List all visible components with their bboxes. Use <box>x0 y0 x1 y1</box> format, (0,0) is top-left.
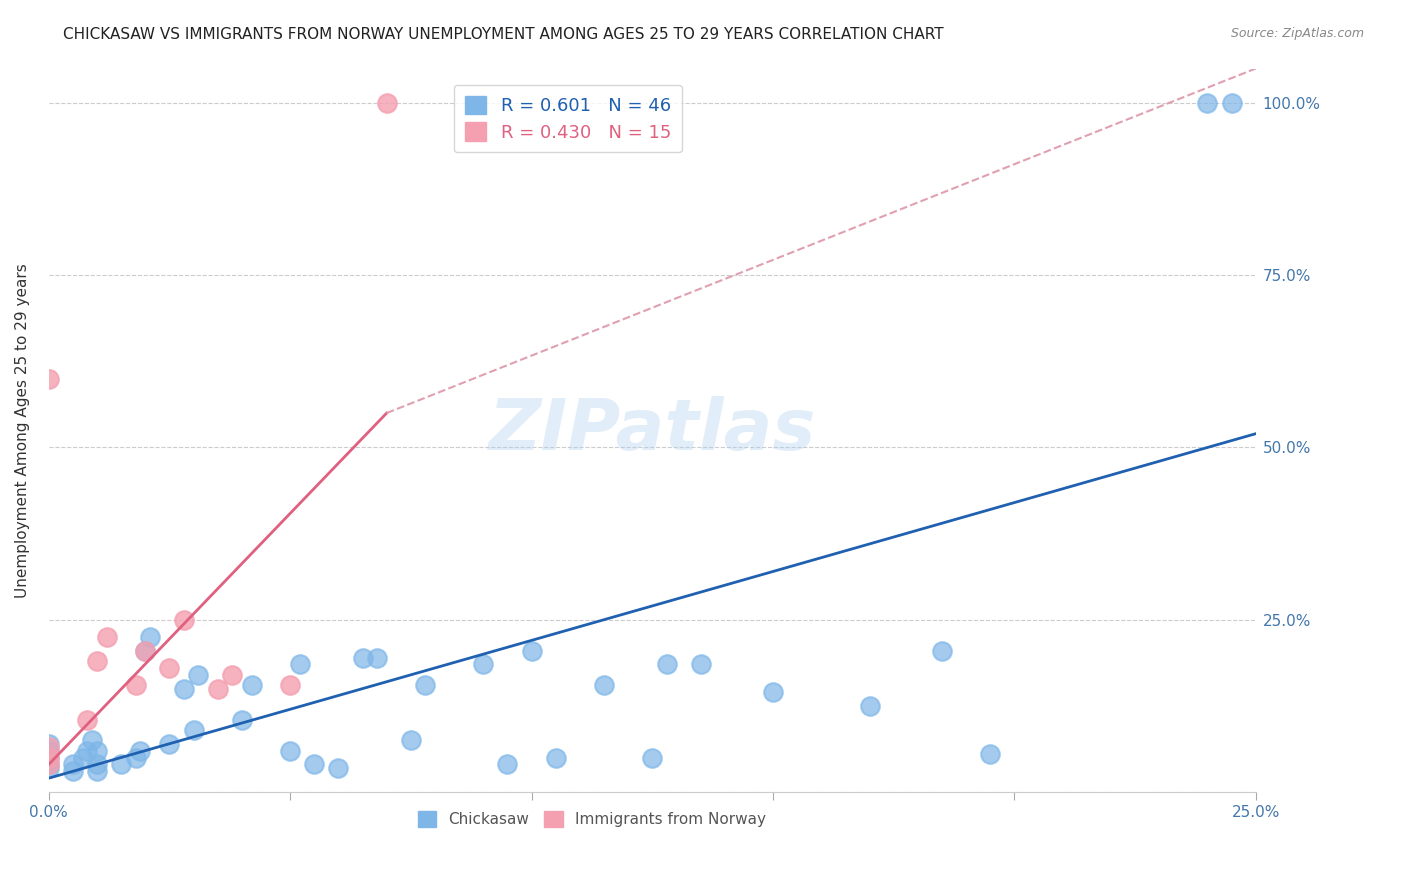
Chickasaw <box>415 678 437 692</box>
Immigrants from Norway <box>159 661 181 675</box>
Chickasaw <box>62 764 84 779</box>
Immigrants from Norway <box>134 644 156 658</box>
Chickasaw <box>858 698 880 713</box>
Chickasaw <box>110 757 132 772</box>
Immigrants from Norway <box>86 654 108 668</box>
Chickasaw <box>86 757 108 772</box>
Chickasaw <box>231 713 253 727</box>
Immigrants from Norway <box>38 757 60 772</box>
Y-axis label: Unemployment Among Ages 25 to 29 years: Unemployment Among Ages 25 to 29 years <box>15 263 30 598</box>
Immigrants from Norway <box>124 678 146 692</box>
Text: CHICKASAW VS IMMIGRANTS FROM NORWAY UNEMPLOYMENT AMONG AGES 25 TO 29 YEARS CORRE: CHICKASAW VS IMMIGRANTS FROM NORWAY UNEM… <box>63 27 943 42</box>
Chickasaw <box>655 657 678 672</box>
Chickasaw <box>173 681 195 696</box>
Immigrants from Norway <box>173 613 195 627</box>
Chickasaw <box>62 757 84 772</box>
Chickasaw <box>72 750 94 764</box>
Chickasaw <box>38 757 60 772</box>
Chickasaw <box>689 657 711 672</box>
Chickasaw <box>593 678 616 692</box>
Chickasaw <box>762 685 785 699</box>
Chickasaw <box>82 733 104 747</box>
Chickasaw <box>76 744 98 758</box>
Chickasaw <box>129 744 152 758</box>
Chickasaw <box>979 747 1001 761</box>
Chickasaw <box>86 764 108 779</box>
Chickasaw <box>399 733 422 747</box>
Chickasaw <box>278 744 301 758</box>
Immigrants from Norway <box>221 668 243 682</box>
Chickasaw <box>38 761 60 775</box>
Chickasaw <box>328 761 350 775</box>
Immigrants from Norway <box>38 371 60 385</box>
Immigrants from Norway <box>38 750 60 764</box>
Chickasaw <box>134 644 156 658</box>
Chickasaw <box>641 750 664 764</box>
Chickasaw <box>304 757 326 772</box>
Immigrants from Norway <box>38 740 60 755</box>
Immigrants from Norway <box>278 678 301 692</box>
Chickasaw <box>183 723 205 737</box>
Chickasaw <box>159 737 181 751</box>
Text: Source: ZipAtlas.com: Source: ZipAtlas.com <box>1230 27 1364 40</box>
Chickasaw <box>366 650 388 665</box>
Chickasaw <box>86 744 108 758</box>
Chickasaw <box>288 657 311 672</box>
Chickasaw <box>1197 95 1219 110</box>
Immigrants from Norway <box>96 630 118 644</box>
Chickasaw <box>38 737 60 751</box>
Chickasaw <box>1220 95 1243 110</box>
Chickasaw <box>187 668 209 682</box>
Chickasaw <box>931 644 953 658</box>
Immigrants from Norway <box>375 95 398 110</box>
Chickasaw <box>139 630 162 644</box>
Chickasaw <box>240 678 263 692</box>
Chickasaw <box>496 757 519 772</box>
Immigrants from Norway <box>76 713 98 727</box>
Chickasaw <box>38 750 60 764</box>
Chickasaw <box>544 750 567 764</box>
Text: ZIPatlas: ZIPatlas <box>488 396 815 465</box>
Chickasaw <box>38 744 60 758</box>
Immigrants from Norway <box>207 681 229 696</box>
Chickasaw <box>352 650 374 665</box>
Chickasaw <box>520 644 543 658</box>
Chickasaw <box>124 750 146 764</box>
Chickasaw <box>472 657 495 672</box>
Legend: Chickasaw, Immigrants from Norway: Chickasaw, Immigrants from Norway <box>411 804 773 835</box>
